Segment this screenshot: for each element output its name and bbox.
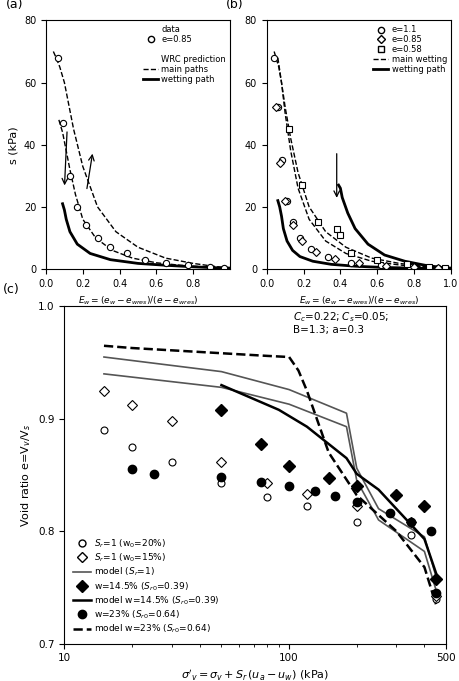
Legend: $S_r$=1 (w$_0$=20%), $S_r$=1 (w$_0$=15%), model ($S_r$=1), w=14.5% ($S_{r0}$=0.3: $S_r$=1 (w$_0$=20%), $S_r$=1 (w$_0$=15%)…: [69, 533, 223, 639]
X-axis label: $E_w=(e_w-e_{wres})/(e-e_{wres})$: $E_w=(e_w-e_{wres})/(e-e_{wres})$: [298, 294, 418, 306]
Text: (a): (a): [6, 0, 23, 11]
Text: $C_c$=0.22; $C_s$=0.05;
B=1.3; a=0.3: $C_c$=0.22; $C_s$=0.05; B=1.3; a=0.3: [293, 310, 389, 335]
Legend: e=1.1, e=0.85, e=0.58, main wetting, wetting path: e=1.1, e=0.85, e=0.58, main wetting, wet…: [369, 22, 449, 77]
X-axis label: $\sigma'_v=\sigma_v+S_r\,(u_a-u_w)$ (kPa): $\sigma'_v=\sigma_v+S_r\,(u_a-u_w)$ (kPa…: [181, 669, 329, 681]
X-axis label: $E_w=(e_w-e_{wres})/(e-e_{wres})$: $E_w=(e_w-e_{wres})/(e-e_{wres})$: [78, 294, 198, 306]
Y-axis label: Void ratio e=V$_v$/V$_s$: Void ratio e=V$_v$/V$_s$: [19, 424, 33, 526]
Text: (b): (b): [226, 0, 243, 11]
Y-axis label: s (kPa): s (kPa): [8, 126, 18, 163]
Legend: data, e=0.85, , WRC prediction, main paths, wetting path: data, e=0.85, , WRC prediction, main pat…: [140, 22, 229, 87]
Text: (c): (c): [3, 283, 20, 296]
